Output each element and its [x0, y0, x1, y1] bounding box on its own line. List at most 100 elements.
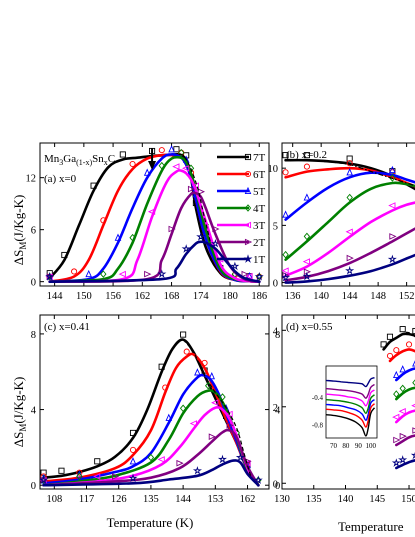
marker-3T: [147, 208, 156, 215]
legend-marker: [244, 153, 252, 161]
y-tick-label: 0: [275, 481, 280, 492]
marker-2T: [389, 233, 397, 240]
marker-6T: [282, 169, 289, 176]
marker-4T: [303, 232, 311, 241]
marker-2T: [399, 432, 407, 440]
marker-7T: [282, 152, 289, 159]
compound-part: 3: [59, 158, 63, 167]
x-tick-label: 144: [342, 291, 359, 302]
marker-6T: [346, 160, 353, 167]
marker-5T: [194, 368, 201, 376]
marker-3T: [388, 202, 396, 209]
y-tick-label: 5: [273, 221, 278, 232]
legend-label: 7T: [253, 152, 266, 164]
marker-7T: [303, 152, 310, 159]
marker-2T: [197, 188, 205, 195]
ylabel-top: ΔSM(J/Kg-K): [11, 195, 28, 266]
x-tick-label: 162: [240, 494, 256, 505]
marker-1T: [302, 271, 312, 281]
marker-6T: [393, 347, 400, 354]
marker-4T: [100, 270, 107, 278]
inset: 70 80 90 100 -0.4 -0.8: [312, 365, 378, 450]
series-line-1T: [42, 459, 260, 487]
marker-1T: [398, 455, 408, 464]
inset-line: [325, 383, 375, 399]
marker-2T: [241, 270, 249, 278]
marker-7T: [399, 326, 406, 333]
marker-3T: [191, 182, 199, 189]
compound-part: x: [104, 158, 108, 167]
marker-1T: [230, 261, 240, 271]
marker-4T: [179, 404, 187, 413]
marker-5T: [412, 360, 415, 367]
x-tick-label: 180: [222, 291, 238, 302]
y-tick-label: 8: [275, 330, 280, 341]
marker-3T: [157, 456, 165, 463]
x-tick-label: 108: [46, 494, 62, 505]
marker-2T: [176, 459, 184, 467]
marker-4T: [158, 161, 165, 170]
marker-2T: [346, 254, 354, 262]
y-tick-label: 8: [31, 330, 36, 341]
marker-7T: [180, 331, 187, 338]
marker-5T: [389, 165, 396, 174]
compound-part: (1-x): [76, 158, 92, 167]
marker-3T: [93, 473, 101, 480]
inset-line: [325, 394, 375, 415]
marker-6T: [71, 268, 78, 275]
marker-7T: [90, 182, 97, 189]
x-tick-label: 186: [251, 291, 267, 302]
marker-5T: [165, 413, 173, 421]
marker-6T: [183, 348, 190, 355]
marker-1T: [181, 244, 191, 253]
y-tick-label: 0: [273, 479, 278, 490]
legend-marker: [244, 170, 252, 178]
series-line-2T: [42, 428, 260, 487]
y-tick-label: 4: [275, 406, 281, 417]
marker-6T: [158, 147, 165, 154]
inset-x-tick-label: 90: [355, 442, 363, 450]
marker-4T: [346, 193, 353, 202]
x-tick-label: 168: [164, 291, 180, 302]
marker-3T: [392, 413, 400, 421]
marker-2T: [244, 458, 252, 465]
marker-7T: [94, 458, 101, 465]
marker-4T: [76, 472, 83, 481]
x-tick-label: 150: [401, 494, 415, 505]
peak-dashed-line: [178, 153, 212, 243]
marker-7T: [119, 151, 126, 158]
marker-4T: [219, 393, 226, 401]
marker-5T: [282, 210, 289, 218]
x-tick-label: 130: [274, 494, 290, 505]
x-tick-label: 135: [143, 494, 159, 505]
marker-3T: [302, 258, 310, 265]
y-tick-label: 0: [273, 279, 278, 290]
marker-4T: [412, 379, 415, 387]
marker-1T: [40, 475, 49, 485]
marker-1T: [128, 473, 138, 483]
y-tick-label: 4: [31, 406, 37, 417]
xlabel-left: Temperature (K): [107, 515, 194, 530]
x-tick-label: 140: [338, 494, 354, 505]
marker-2T: [144, 270, 152, 278]
xlabel-right: Temperature: [338, 519, 404, 534]
marker-1T: [157, 269, 167, 279]
marker-7T: [61, 251, 68, 259]
marker-1T: [345, 265, 355, 275]
ylabel-sub: M: [18, 242, 28, 250]
marker-4T: [129, 233, 136, 242]
marker-1T: [192, 466, 202, 475]
x-tick-label: 135: [306, 494, 322, 505]
x-tick-label: 152: [399, 291, 415, 302]
plot-area: [45, 145, 264, 283]
marker-5T: [114, 233, 122, 241]
marker-2T: [393, 436, 401, 444]
x-tick-label: 145: [369, 494, 385, 505]
compound-part: Sn: [92, 153, 104, 165]
legend-marker: [244, 238, 253, 246]
marker-2T: [212, 225, 220, 233]
compound-part: Mn: [44, 153, 60, 165]
y-tick-label: 2: [273, 403, 278, 414]
